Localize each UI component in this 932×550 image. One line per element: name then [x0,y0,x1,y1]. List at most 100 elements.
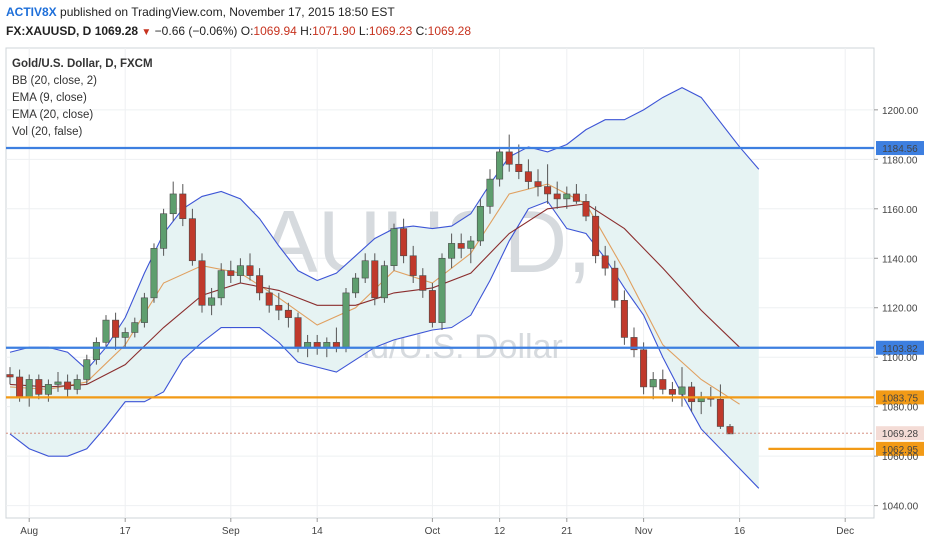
hline-label-bg-1 [876,340,924,355]
bb-upper-line [9,86,760,371]
y-tick-label-3: 1100.00 [882,353,918,364]
candle-body [83,359,91,380]
candle-body [659,379,667,390]
y-tick-label-0: 1040.00 [882,502,919,513]
candle-39 [380,260,388,303]
candle-body [572,193,580,202]
price-axis[interactable]: 1040.00 1060.00 1080.00 1100.00 1120.00 1140.… [874,106,919,513]
chart-title: Gold/U.S. Dollar, D, FXCM [12,58,153,70]
candle-body [457,243,465,249]
candle-body [35,379,43,395]
candle-7 [73,374,81,395]
candle-27 [265,285,273,313]
candle-body [486,178,494,207]
candle-50 [486,169,494,214]
candle-body [284,309,292,318]
bb-lower-line [9,200,760,489]
candle-65 [630,327,638,358]
x-tick-label-5: 12 [494,526,506,537]
indicator-bb[interactable]: BB (20, close, 2) [12,75,97,87]
open-label: O: [240,24,254,38]
x-tick-label-2: Sep [222,526,240,537]
candle-63 [611,260,619,308]
candle-body [179,193,187,219]
low-label: L: [358,24,369,38]
candle-49 [476,198,484,246]
published-text: published on TradingView.com, November 1… [60,5,395,19]
down-arrow-icon: ▼ [141,27,152,38]
candle-body [352,277,360,294]
y-tick-label-4: 1120.00 [882,304,918,315]
candle-body [275,304,283,311]
publish-header: ACTIV8X published on TradingView.com, No… [6,5,395,19]
candle-body [64,381,72,390]
candle-body [236,265,244,276]
candle-body [400,228,408,257]
candle-body [294,317,302,348]
indicator-vol[interactable]: Vol (20, false) [12,126,82,138]
candle-body [121,332,129,338]
candle-45 [438,253,446,330]
candle-body [256,275,264,294]
candle-body [246,265,254,276]
candle-75 [726,424,734,435]
candle-11 [112,312,120,350]
candle-body [6,374,14,378]
candle-54 [524,159,532,189]
candle-body [409,255,417,276]
high-value: 1071.90 [312,24,356,38]
candle-body [505,151,513,165]
candle-15 [150,243,158,303]
hline-label-2: 1083.75 [882,393,919,404]
candle-37 [361,253,369,283]
candle-59 [572,184,580,204]
candle-body [668,389,676,395]
candle-body [620,300,628,338]
close-label: C: [415,24,428,38]
candle-body [371,260,379,299]
x-tick-label-1: 17 [120,526,132,537]
candle-body [476,206,484,242]
candle-body [304,342,312,348]
author-name[interactable]: ACTIV8X [6,5,57,19]
candle-5 [54,372,62,392]
candle-body [323,342,331,348]
candle-body [44,384,52,395]
y-tick-label-6: 1160.00 [882,205,918,216]
indicator-ema9[interactable]: EMA (9, close) [12,92,87,104]
hline-label-0: 1184.56 [882,144,918,155]
candle-body [534,181,542,187]
last-price-label-bg [876,426,924,441]
candle-body [688,386,696,403]
candle-29 [284,302,292,328]
candle-body [169,193,177,215]
candle-body [601,255,609,269]
candle-30 [294,312,302,353]
x-tick-label-9: Dec [836,526,854,537]
indicator-ema20[interactable]: EMA (20, close) [12,109,93,121]
candle-body [640,349,648,388]
candle-74 [716,384,724,429]
candle-body [390,228,398,266]
candle-body [553,193,561,200]
candle-body [438,257,446,323]
candle-21 [208,287,216,316]
candle-body [140,297,148,323]
horizontal-lines: 1184.56 1103.82 1083.75 1062.95 1069.28 [6,141,924,456]
x-tick-label-4: Oct [425,526,441,537]
candle-body [467,240,475,249]
x-tick-label-0: Aug [20,526,38,537]
time-axis[interactable]: Aug 17 Sep 14 Oct 12 21 Nov 16 Dec [20,518,854,537]
candle-19 [188,208,196,266]
candle-body [332,342,340,348]
candle-48 [467,236,475,264]
y-tick-label-5: 1140.00 [882,254,918,265]
candle-25 [246,253,254,281]
candle-body [25,379,33,398]
hline-label-bg-0 [876,141,924,156]
low-value: 1069.23 [368,24,413,38]
hline-label-bg-3 [876,441,924,456]
candles [6,134,734,435]
candle-body [428,290,436,323]
